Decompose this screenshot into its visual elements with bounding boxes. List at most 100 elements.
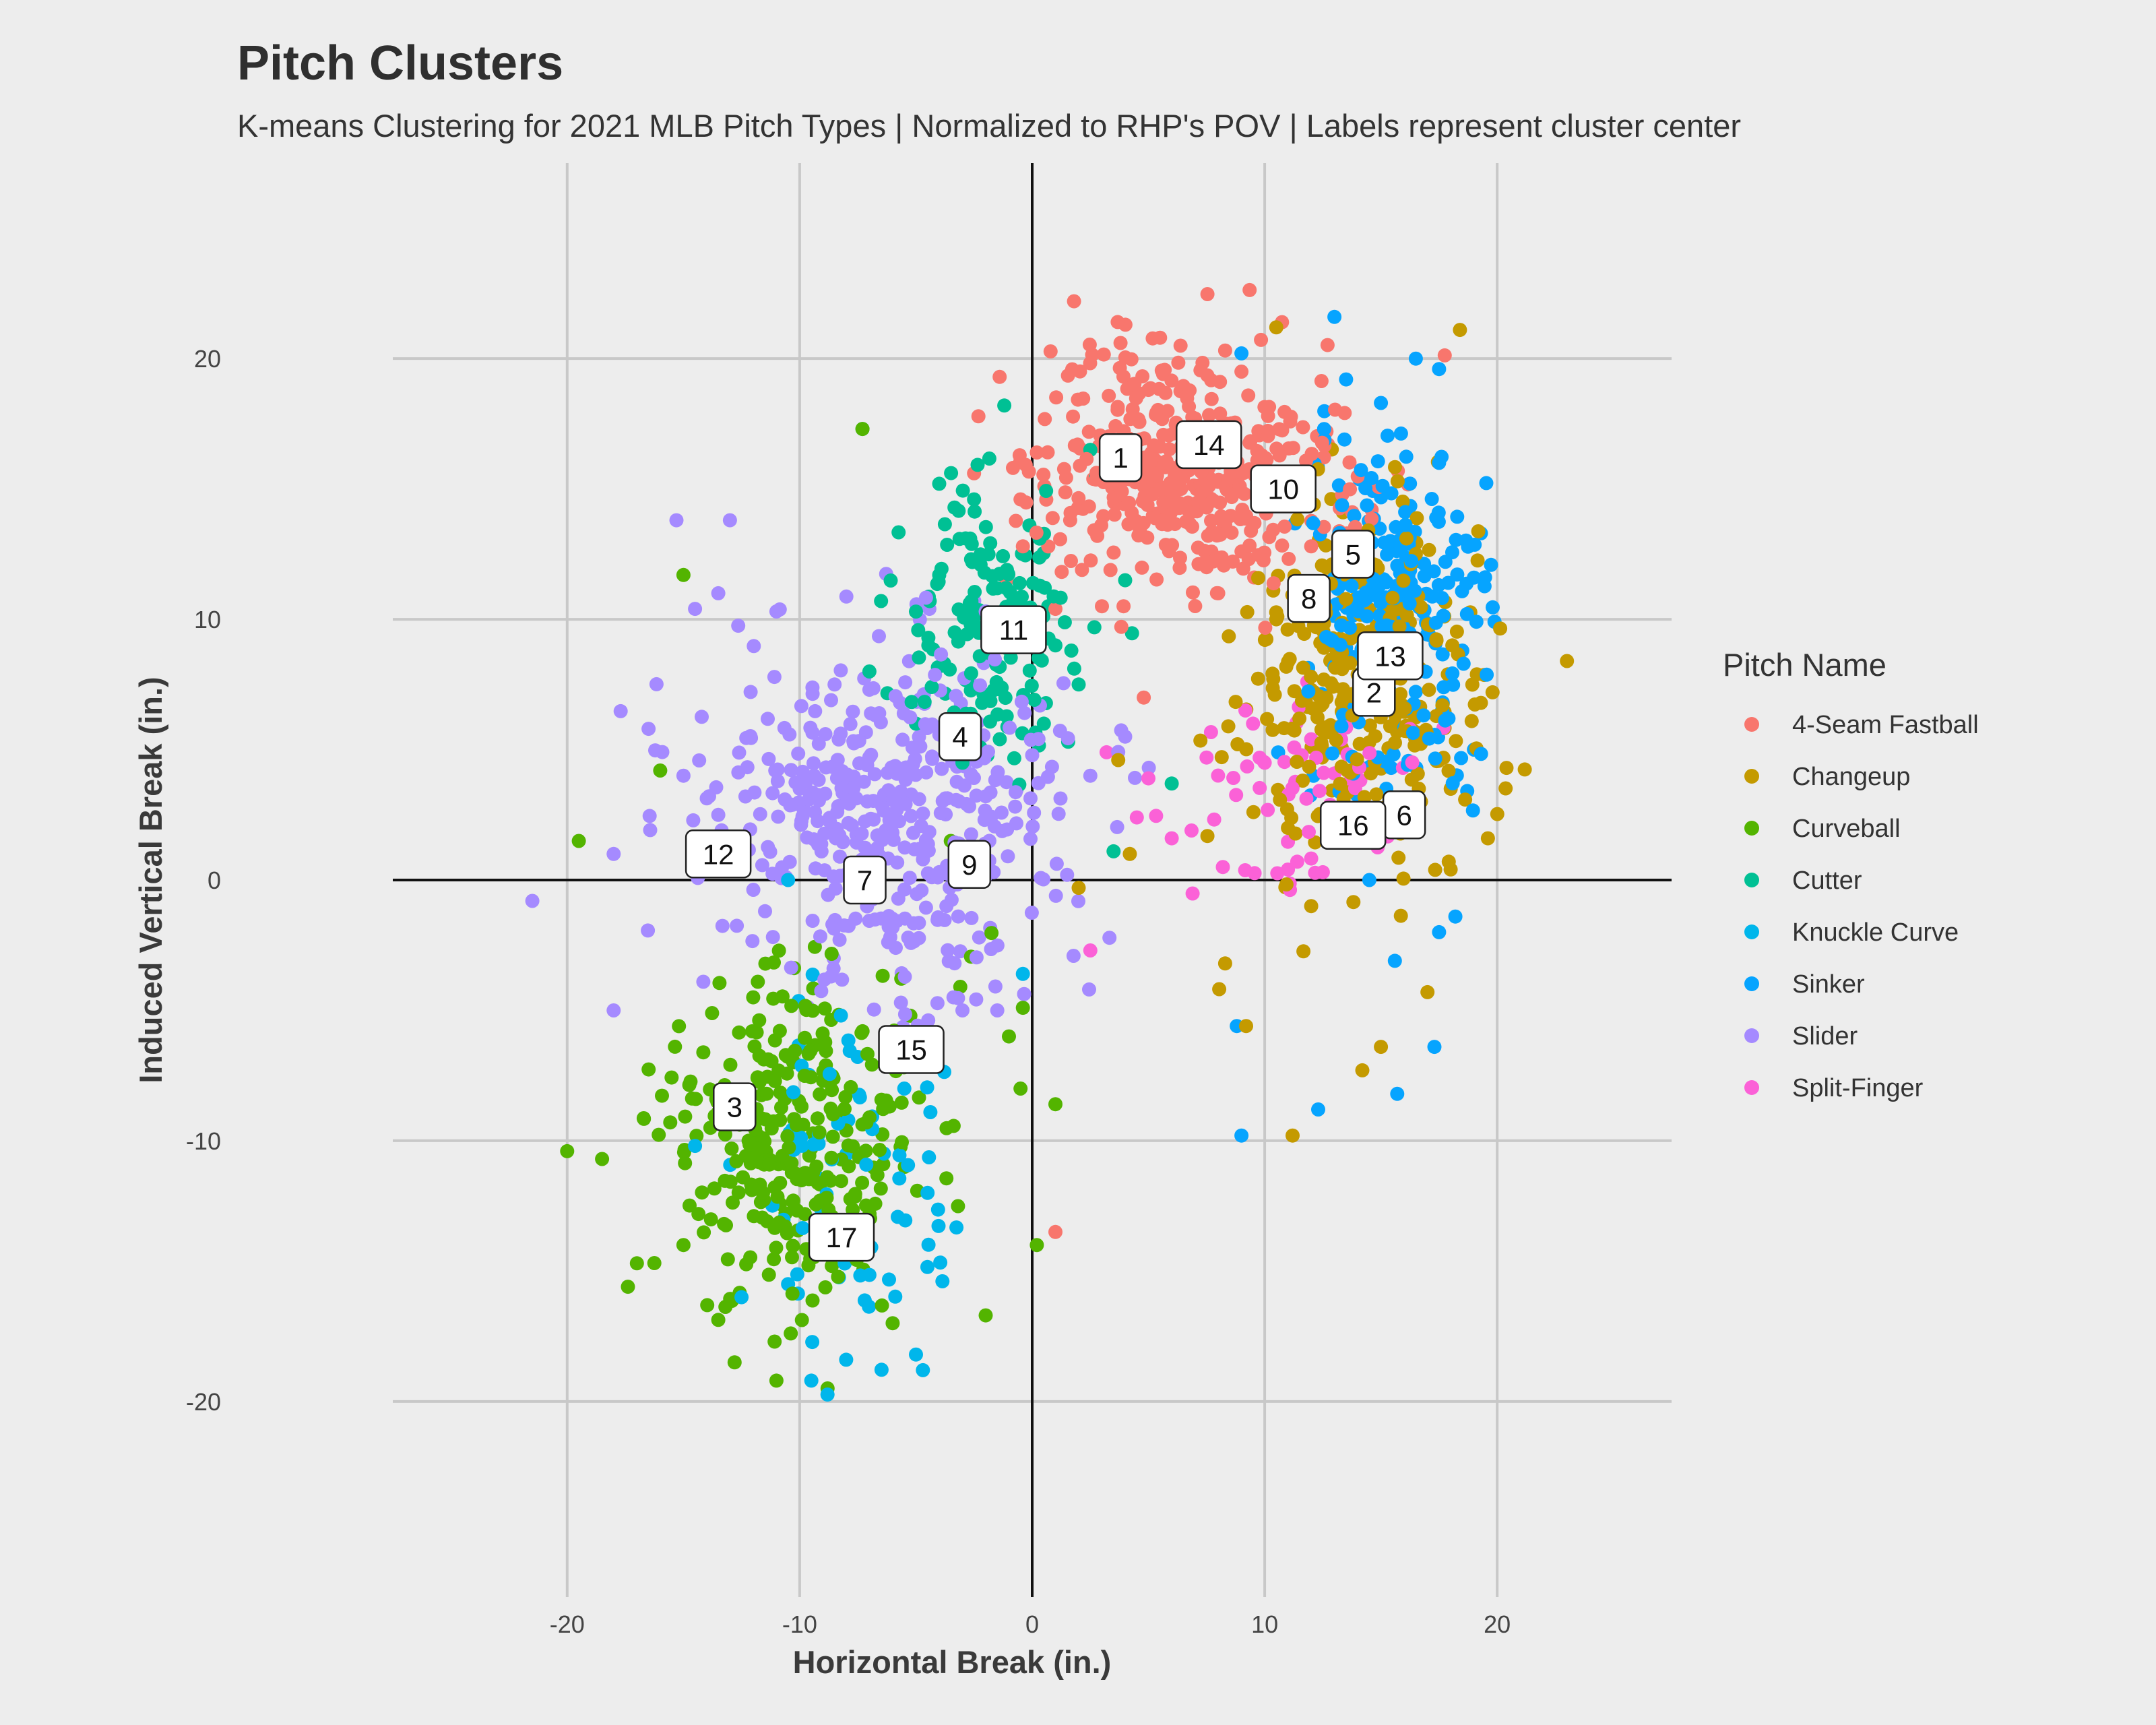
point-changeup [1222, 629, 1236, 644]
point-knuckle-curve [882, 1272, 896, 1287]
point-slider [791, 746, 806, 761]
point-4-seam-fastball [1149, 408, 1163, 422]
point-4-seam-fastball [1168, 468, 1182, 482]
point-curveball [817, 1001, 832, 1016]
point-sinker [1370, 454, 1385, 469]
point-slider [794, 813, 808, 828]
point-curveball [767, 1073, 782, 1088]
point-4-seam-fastball [1224, 526, 1239, 540]
point-slider [771, 809, 786, 824]
point-curveball [664, 1070, 679, 1085]
point-curveball [784, 1326, 798, 1341]
point-slider [854, 826, 869, 841]
cluster-label-text: 5 [1345, 538, 1361, 570]
point-4-seam-fastball [1162, 442, 1176, 457]
point-changeup [1429, 632, 1444, 647]
point-curveball [696, 1045, 711, 1060]
point-sinker [1325, 746, 1340, 761]
point-curveball [785, 1286, 800, 1301]
point-changeup [1288, 826, 1303, 841]
point-slider [864, 811, 878, 826]
point-slider [1024, 906, 1039, 920]
point-cutter [1124, 626, 1139, 641]
point-slider [933, 806, 948, 821]
point-sinker [1427, 1040, 1442, 1055]
point-changeup [1388, 735, 1402, 750]
y-tick-label: -10 [186, 1127, 221, 1155]
point-changeup [1355, 1063, 1370, 1077]
cluster-center-label: 3 [713, 1082, 757, 1131]
point-curveball [744, 1024, 759, 1038]
point-4-seam-fastball [1213, 375, 1228, 389]
x-axis-title: Horizontal Break (in.) [793, 1644, 1112, 1680]
point-sinker [1364, 471, 1379, 485]
point-changeup [1385, 590, 1400, 605]
point-slider [817, 826, 832, 841]
point-curveball [859, 1198, 873, 1213]
point-slider [852, 734, 866, 749]
point-4-seam-fastball [1172, 496, 1186, 510]
point-4-seam-fastball [1304, 447, 1319, 462]
point-4-seam-fastball [1261, 423, 1275, 438]
point-4-seam-fastball [1081, 425, 1096, 439]
point-slider [794, 699, 808, 714]
point-changeup [1396, 573, 1411, 588]
point-slider [1025, 748, 1040, 763]
point-4-seam-fastball [1199, 500, 1214, 515]
point-split-finger [1290, 854, 1304, 869]
point-curveball [676, 567, 691, 582]
point-4-seam-fastball [1053, 532, 1067, 546]
point-sinker [1432, 362, 1447, 377]
point-knuckle-curve [820, 1387, 835, 1402]
point-slider [893, 995, 908, 1010]
point-slider [777, 720, 792, 735]
cluster-label-text: 15 [895, 1034, 927, 1065]
point-split-finger [1285, 781, 1300, 796]
point-slider [784, 763, 798, 778]
point-slider [758, 904, 772, 918]
point-sinker [1334, 719, 1349, 734]
point-slider [833, 663, 848, 678]
point-cutter [1164, 776, 1179, 791]
point-sinker [1381, 429, 1395, 443]
point-curveball [782, 1140, 796, 1155]
point-sinker [1448, 909, 1463, 924]
point-curveball [685, 1091, 699, 1106]
point-4-seam-fastball [1112, 360, 1127, 375]
point-slider [918, 900, 933, 915]
point-slider [902, 871, 917, 885]
point-slider [870, 828, 885, 843]
point-slider [1023, 832, 1038, 846]
point-slider [903, 710, 918, 725]
point-changeup [1290, 755, 1304, 769]
point-split-finger [1211, 768, 1226, 783]
point-changeup [1420, 984, 1435, 999]
point-4-seam-fastball [1286, 441, 1300, 456]
point-cutter [909, 604, 923, 619]
point-split-finger [1247, 866, 1262, 881]
point-4-seam-fastball [1204, 513, 1218, 528]
point-sinker [1486, 600, 1500, 615]
point-cutter [932, 476, 947, 491]
point-slider [883, 930, 897, 945]
point-slider [808, 861, 823, 876]
point-slider [1003, 720, 1017, 735]
point-4-seam-fastball [1188, 599, 1203, 613]
point-slider [866, 681, 881, 695]
point-slider [811, 814, 825, 829]
point-changeup [1259, 632, 1274, 647]
point-sinker [1374, 396, 1389, 410]
cluster-center-label: 15 [878, 1025, 945, 1074]
point-cutter [1032, 650, 1046, 665]
point-cutter [992, 732, 1007, 747]
point-4-seam-fastball [1244, 524, 1259, 538]
point-slider [1060, 867, 1075, 882]
point-4-seam-fastball [1066, 409, 1081, 424]
point-slider [1036, 872, 1051, 887]
point-curveball [595, 1152, 610, 1166]
point-curveball [697, 1225, 711, 1240]
point-curveball [771, 943, 786, 958]
point-curveball [874, 1092, 889, 1107]
point-4-seam-fastball [1071, 392, 1085, 407]
